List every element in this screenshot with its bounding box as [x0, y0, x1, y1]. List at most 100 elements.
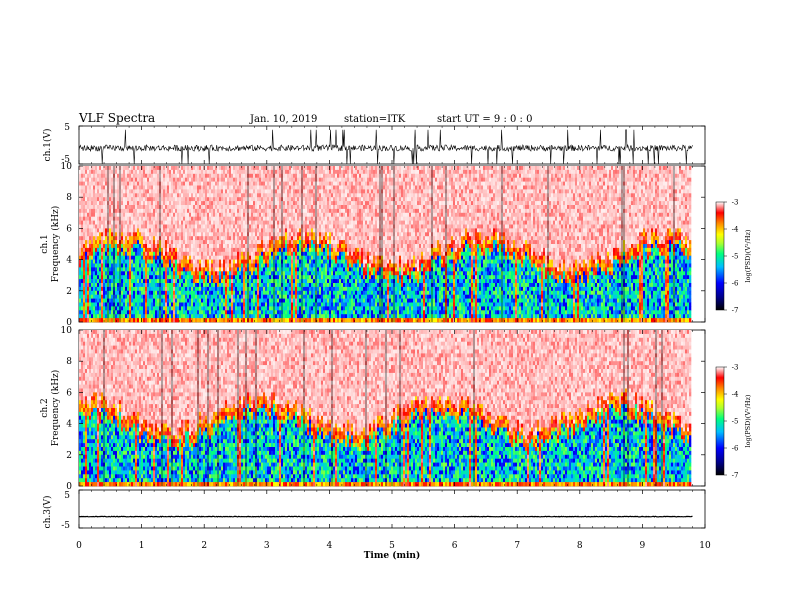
spectrogram-cell	[163, 189, 165, 193]
spectrogram-cell	[193, 310, 195, 314]
spectrogram-cell	[245, 213, 247, 217]
spectrogram-cell	[93, 299, 95, 303]
spectrogram-cell	[169, 170, 171, 174]
spectrogram-cell	[245, 221, 247, 225]
spectrogram-cell	[213, 178, 215, 182]
spectrogram-cell	[163, 310, 165, 314]
spectrogram-cell	[239, 303, 241, 307]
spectrogram-cell	[93, 264, 95, 268]
spectrogram-cell	[265, 189, 267, 193]
spectrogram-cell	[191, 228, 193, 232]
spectrogram-cell	[297, 209, 299, 213]
spectrogram-cell	[271, 264, 273, 268]
spectrogram-cell	[255, 244, 257, 248]
spectrogram-cell	[155, 189, 157, 193]
spectrogram-cell	[109, 306, 111, 310]
spectrogram-cell	[223, 182, 225, 186]
spectrogram-cell	[181, 205, 183, 209]
spectrogram-cell	[215, 240, 217, 244]
spectrogram-cell	[233, 236, 235, 240]
spectrogram-cell	[215, 217, 217, 221]
spectrogram-cell	[269, 166, 271, 170]
spectrogram-cell	[219, 201, 221, 205]
spectrogram-cell	[319, 318, 321, 322]
spectrogram-cell	[221, 264, 223, 268]
spectrogram-cell	[309, 303, 311, 307]
spectrogram-cell	[307, 225, 309, 229]
spectrogram-cell	[195, 291, 197, 295]
spectrogram-cell	[293, 170, 295, 174]
spectrogram-cell	[195, 260, 197, 264]
spectrogram-cell	[143, 174, 145, 178]
spectrogram-cell	[177, 252, 179, 256]
spectrogram-cell	[257, 271, 259, 275]
spectrogram-cell	[105, 209, 107, 213]
spectrogram-cell	[227, 221, 229, 225]
spectrogram-cell	[195, 267, 197, 271]
spectrogram-cell	[279, 170, 281, 174]
spectrogram-cell	[149, 295, 151, 299]
spectrogram-cell	[223, 260, 225, 264]
spectrogram-cell	[209, 279, 211, 283]
spectrogram-cell	[241, 318, 243, 322]
spectrogram-cell	[167, 221, 169, 225]
spectrogram-cell	[135, 252, 137, 256]
spectrogram-cell	[123, 303, 125, 307]
spectrogram-cell	[295, 193, 297, 197]
spectrogram-cell	[265, 252, 267, 256]
spectrogram-cell	[143, 217, 145, 221]
spectrogram-cell	[253, 295, 255, 299]
spectrogram-cell	[165, 213, 167, 217]
spectrogram-cell	[87, 201, 89, 205]
spectrogram-cell	[229, 287, 231, 291]
spectrogram-cell	[265, 186, 267, 190]
spectrogram-cell	[225, 166, 227, 170]
spectrogram-cell	[139, 244, 141, 248]
spectrogram-cell	[219, 232, 221, 236]
spectrogram-cell	[189, 178, 191, 182]
spectrogram-cell	[97, 314, 99, 318]
spectrogram-cell	[143, 213, 145, 217]
spectrogram-cell	[307, 209, 309, 213]
spectrogram-cell	[317, 178, 319, 182]
spectrogram-cell	[193, 186, 195, 190]
spectrogram-cell	[209, 221, 211, 225]
spectrogram-cell	[263, 240, 265, 244]
spectrogram-cell	[117, 186, 119, 190]
spectrogram-cell	[147, 271, 149, 275]
spectrogram-cell	[137, 299, 139, 303]
ch1-spectrogram-panel: 0246810 ch.1 Frequency (kHz) -3-4-5-6-7 …	[40, 162, 752, 328]
spectrogram-cell	[255, 221, 257, 225]
spectrogram-cell	[81, 232, 83, 236]
spectrogram-cell	[143, 299, 145, 303]
spectrogram-cell	[79, 306, 81, 310]
spectrogram-cell	[311, 213, 313, 217]
spectrogram-cell	[271, 303, 273, 307]
spectrogram-cell	[189, 318, 191, 322]
spectrogram-cell	[179, 256, 181, 260]
spectrogram-cell	[303, 295, 305, 299]
spectrogram-cell	[299, 244, 301, 248]
spectrogram-cell	[183, 221, 185, 225]
spectrogram-cell	[213, 174, 215, 178]
spectrogram-cell	[309, 221, 311, 225]
spectrogram-cell	[143, 193, 145, 197]
spectrogram-cell	[201, 275, 203, 279]
spectrogram-cell	[175, 201, 177, 205]
spectrogram-cell	[209, 256, 211, 260]
spectrogram-cell	[109, 225, 111, 229]
spectrogram-cell	[203, 201, 205, 205]
spectrogram-cell	[263, 256, 265, 260]
spectrogram-cell	[215, 256, 217, 260]
spectrogram-cell	[173, 236, 175, 240]
spectrogram-cell	[149, 186, 151, 190]
spectrogram-cell	[299, 217, 301, 221]
spectrogram-cell	[153, 217, 155, 221]
spectrogram-cell	[285, 244, 287, 248]
spectrogram-cell	[251, 193, 253, 197]
spectrogram-cell	[165, 197, 167, 201]
spectrogram-cell	[221, 236, 223, 240]
spectrogram-cell	[225, 182, 227, 186]
spectrogram-cell	[275, 170, 277, 174]
spectrogram-cell	[213, 264, 215, 268]
